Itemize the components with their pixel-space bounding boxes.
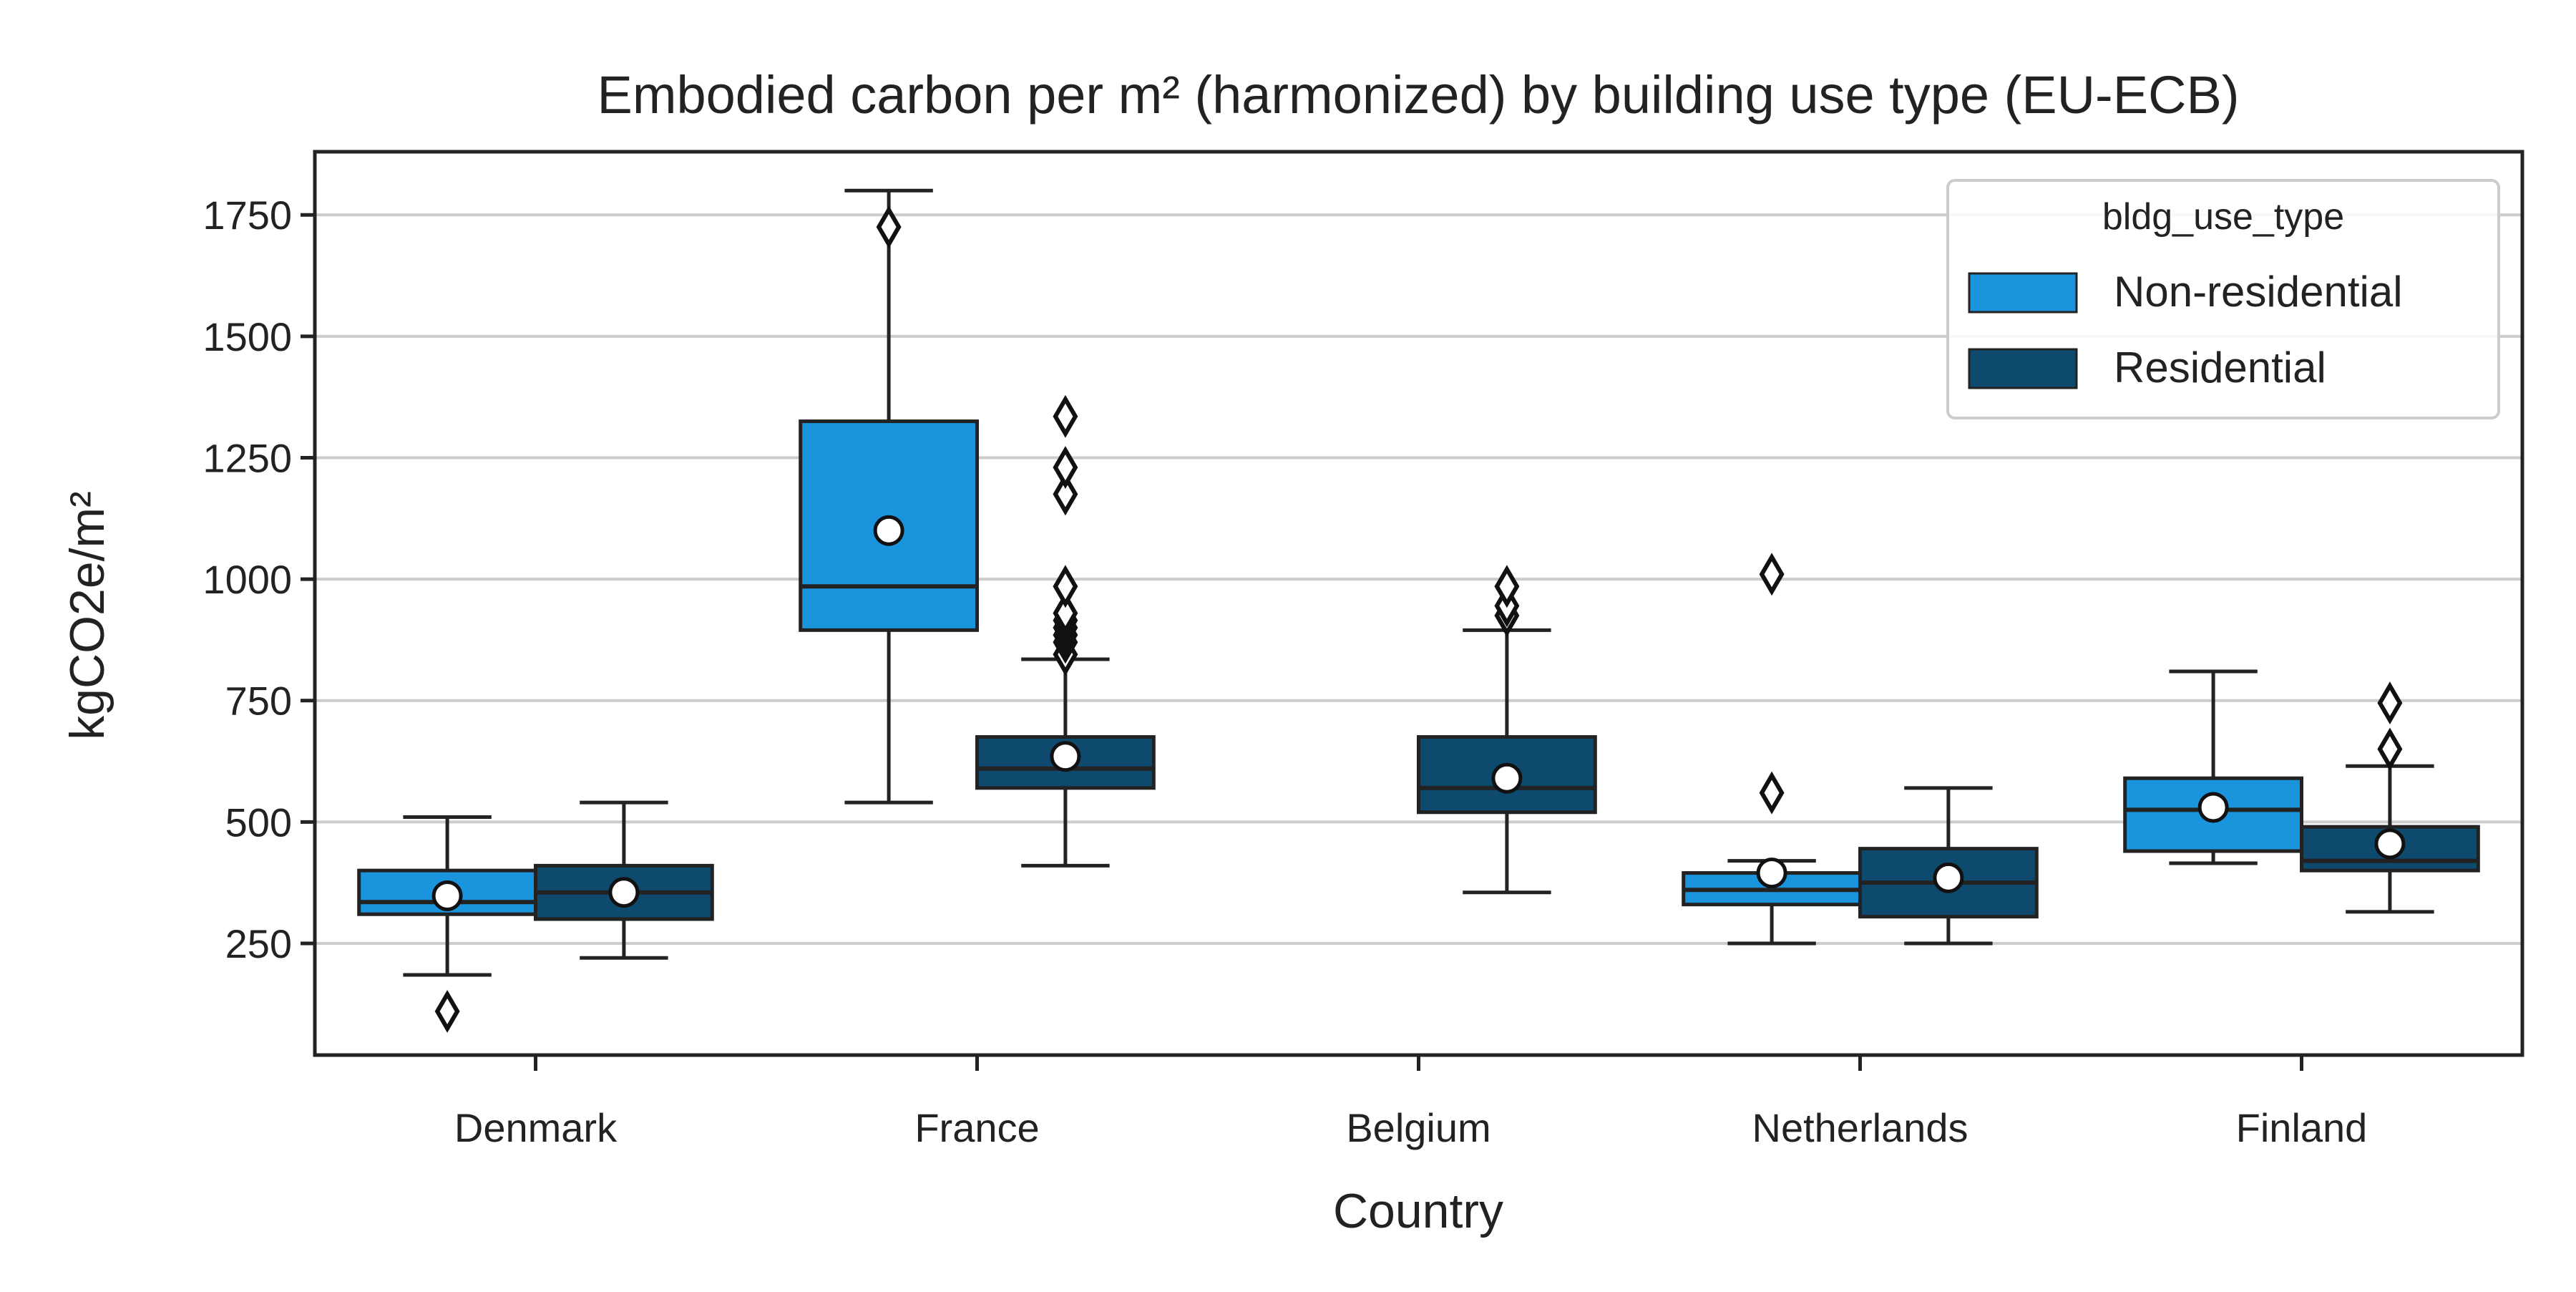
mean-marker: [873, 515, 904, 546]
x-tick-label: Denmark: [454, 1105, 618, 1150]
outlier-point: [2377, 681, 2403, 725]
y-tick-label: 1500: [203, 314, 292, 359]
y-tick-label: 750: [225, 679, 292, 724]
outlier-point: [1759, 553, 1785, 596]
y-tick-label: 250: [225, 921, 292, 966]
y-tick-label: 500: [225, 800, 292, 845]
x-tick-label: Netherlands: [1752, 1105, 1968, 1150]
outlier-point: [1494, 565, 1520, 608]
legend-frame: [1946, 179, 2500, 419]
x-tick-label: Belgium: [1346, 1105, 1491, 1150]
outlier-point: [1053, 472, 1078, 516]
box-group: [975, 394, 1156, 868]
legend-label: Residential: [2114, 344, 2326, 392]
outlier-point: [2377, 727, 2403, 771]
x-tick-label: France: [914, 1105, 1039, 1150]
boxes-layer: [357, 188, 2480, 1033]
y-axis-title: kgCO2e/m²: [60, 491, 114, 740]
box-group: [1858, 786, 2039, 946]
mean-marker: [1491, 762, 1523, 794]
x-tick-label: Finland: [2236, 1105, 2368, 1150]
outlier-point: [1759, 771, 1785, 815]
legend-label: Non-residential: [2114, 268, 2403, 316]
legend-swatch: [1968, 272, 2078, 314]
mean-marker: [1756, 858, 1787, 889]
chart-title: Embodied carbon per m² (harmonized) by b…: [597, 65, 2239, 125]
grid-lines: [315, 213, 2522, 945]
outlier-point: [434, 989, 460, 1033]
outlier-point: [1053, 565, 1078, 608]
box-group: [534, 800, 714, 960]
outlier-point: [1053, 446, 1078, 489]
mean-marker: [431, 880, 463, 911]
box-group: [1682, 553, 1862, 946]
box-group: [2300, 681, 2480, 914]
box-group: [2123, 669, 2303, 865]
x-axis-title: Country: [1333, 1184, 1503, 1238]
box-group: [357, 815, 538, 1033]
box-group: [1417, 565, 1597, 895]
mean-marker: [2374, 828, 2406, 860]
y-tick-label: 1750: [203, 193, 292, 238]
legend-title: bldg_use_type: [2102, 196, 2344, 238]
mean-marker: [608, 877, 640, 908]
axes-layer: 250 500 750 1000 1250 1500 1750 Denmark France Be…: [203, 150, 2524, 1150]
outlier-point: [876, 205, 902, 249]
mean-marker: [1050, 741, 1081, 772]
y-tick-label: 1000: [203, 557, 292, 602]
mean-marker: [2197, 792, 2229, 823]
outlier-point: [1053, 591, 1078, 635]
box-group: [799, 188, 979, 805]
legend: bldg_use_type Non-residential Residential: [1946, 179, 2500, 419]
y-tick-label: 1250: [203, 435, 292, 480]
outlier-point: [1053, 394, 1078, 438]
mean-marker: [1933, 862, 1964, 893]
legend-swatch: [1968, 348, 2078, 389]
